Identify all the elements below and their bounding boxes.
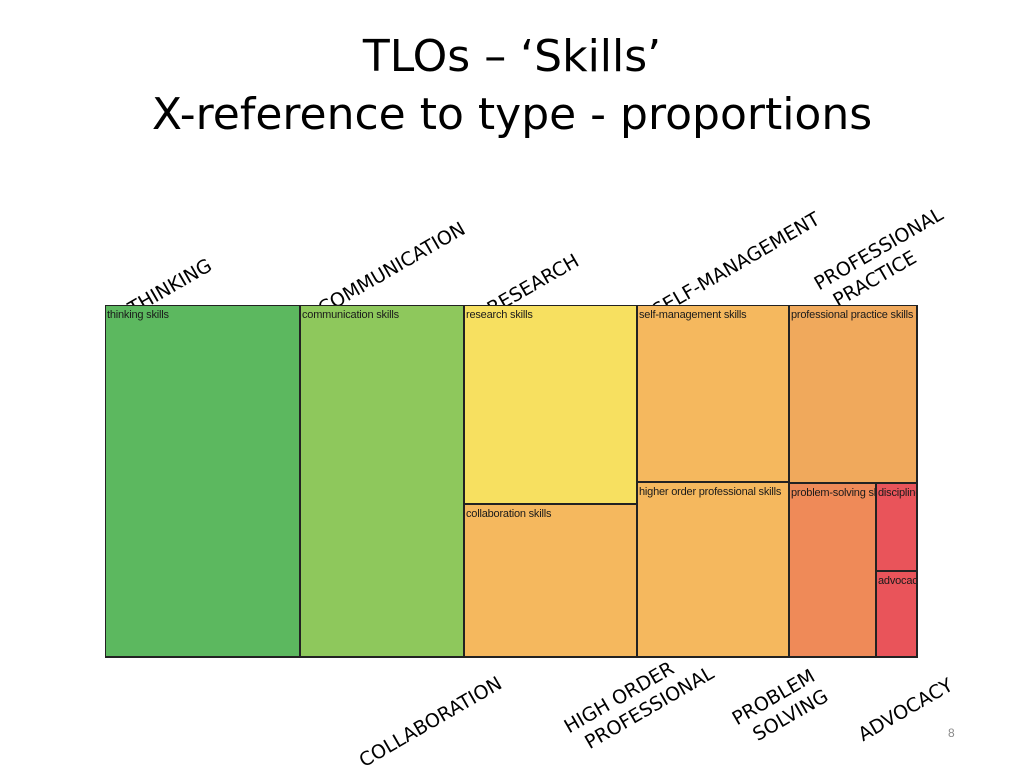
cell-label-discipline: discipline-specific skills: [878, 487, 916, 499]
cell-discipline-specific-skills: discipline-specific skills: [877, 484, 918, 572]
label-high-order-professional: HIGH ORDER PROFESSIONAL: [560, 640, 718, 759]
cell-label-advocacy: advocacy: [878, 575, 918, 587]
cell-collaboration-skills: collaboration skills: [465, 505, 638, 658]
cell-label-communication: communication skills: [302, 309, 399, 321]
cell-communication-skills: communication skills: [301, 306, 465, 658]
cell-thinking-skills: thinking skills: [106, 306, 301, 658]
cell-self-management-skills: self-management skills: [638, 306, 790, 483]
slide-title: TLOs – ‘Skills’ X-reference to type - pr…: [0, 28, 1024, 144]
cell-research-skills: research skills: [465, 306, 638, 505]
cell-label-problem-solving: problem-solving skills: [791, 487, 875, 499]
cell-label-professional-practice: professional practice skills: [791, 309, 914, 321]
label-advocacy: ADVOCACY: [854, 674, 957, 746]
label-collaboration: COLLABORATION: [355, 672, 506, 772]
cell-label-collaboration: collaboration skills: [466, 508, 552, 520]
cell-problem-solving-skills: problem-solving skills: [790, 484, 877, 658]
cell-professional-practice-skills: professional practice skills: [790, 306, 918, 484]
page-number: 8: [948, 726, 955, 740]
title-line-1: TLOs – ‘Skills’: [362, 31, 662, 82]
cell-label-self-management: self-management skills: [639, 309, 747, 321]
cell-higher-order-professional-skills: higher order professional skills: [638, 483, 790, 658]
cell-advocacy: advocacy: [877, 572, 918, 658]
label-problem-solving: PROBLEM SOLVING: [728, 663, 833, 751]
cell-label-higher-order: higher order professional skills: [639, 486, 782, 498]
title-line-2: X-reference to type - proportions: [151, 89, 873, 140]
label-professional-practice: PROFESSIONAL PRACTICE: [810, 202, 960, 316]
cell-label-research: research skills: [466, 309, 533, 321]
cell-label-thinking: thinking skills: [107, 309, 169, 321]
skills-treemap: thinking skills communication skills res…: [105, 305, 918, 658]
